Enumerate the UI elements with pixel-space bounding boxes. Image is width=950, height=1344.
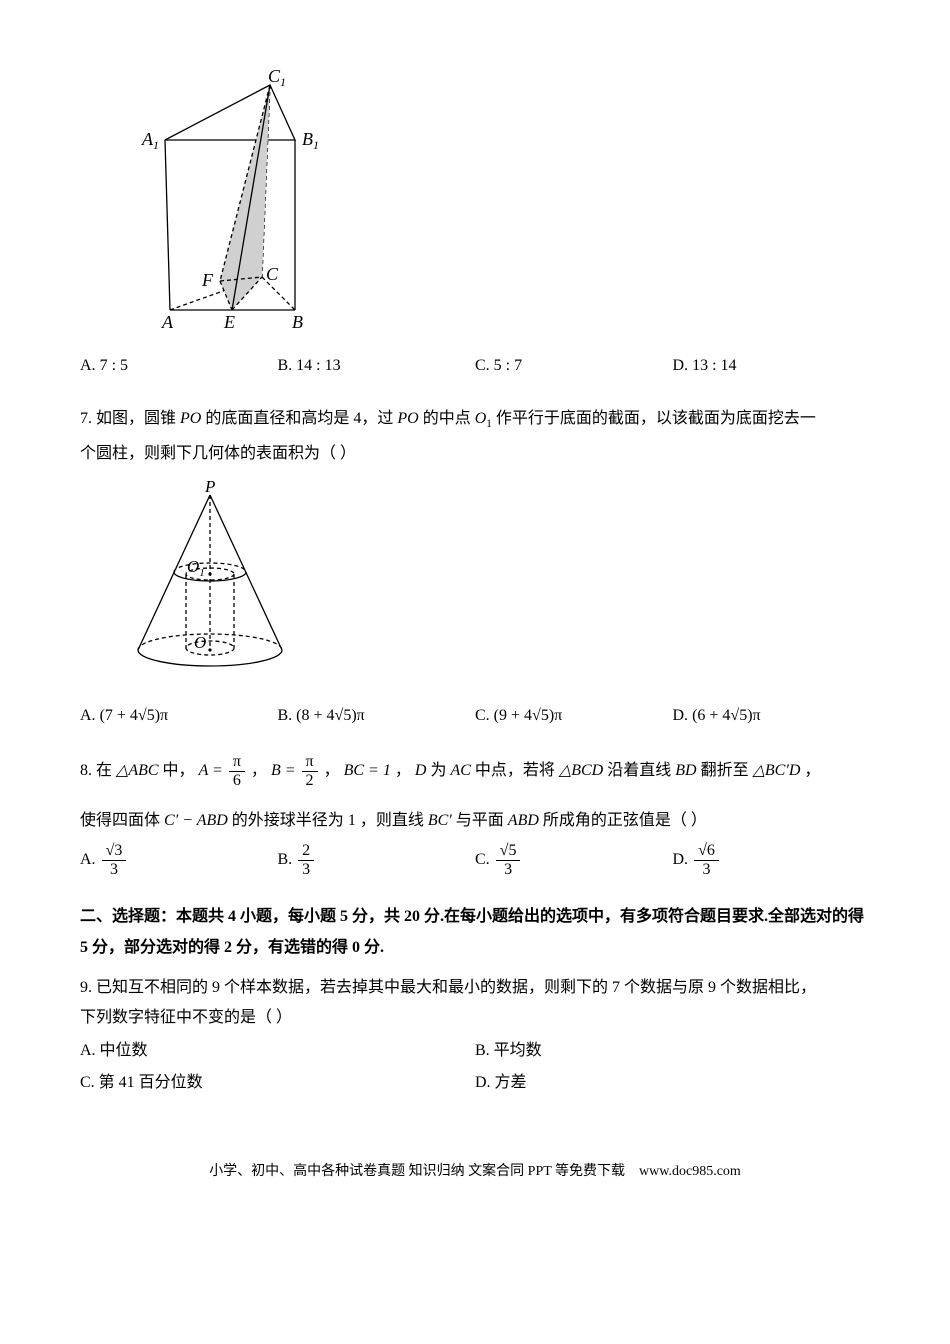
svg-text:E: E [223, 312, 235, 330]
svg-text:O: O [194, 633, 206, 652]
q9-line2: 下列数字特征中不变的是（ ） [80, 1003, 870, 1033]
q9-opt-b: B. 平均数 [475, 1036, 870, 1066]
q7-text: 7. 如图，圆锥 PO 的底面直径和高均是 4，过 PO 的中点 O1 作平行于… [80, 404, 870, 435]
q9-opt-d: D. 方差 [475, 1068, 870, 1098]
svg-text:B1: B1 [302, 129, 319, 152]
prism-diagram: C1 A1 B1 A E B F C [120, 70, 870, 341]
section-2-title: 二、选择题：本题共 4 小题，每小题 5 分，共 20 分.在每小题给出的选项中… [80, 902, 870, 963]
q8-text: 8. 在 △ABC 中， A = π6 ， B = π2 ， BC = 1 ， … [80, 753, 870, 789]
q6-opt-a: 7 : 5 [100, 357, 128, 374]
q6-options: A. 7 : 5 B. 14 : 13 C. 5 : 7 D. 13 : 14 [80, 351, 870, 381]
q9-options-row2: C. 第 41 百分位数 D. 方差 [80, 1068, 870, 1098]
q6-opt-d: 13 : 14 [692, 357, 736, 374]
svg-text:F: F [201, 270, 214, 290]
q6-opt-c: 5 : 7 [494, 357, 522, 374]
q9-opt-a: A. 中位数 [80, 1036, 475, 1066]
opt-label: D. [673, 357, 689, 374]
opt-label: A. [80, 357, 96, 374]
opt-label: B. [278, 357, 293, 374]
svg-text:O1: O1 [187, 557, 205, 579]
q8-text2: 使得四面体 C′ − ABD 的外接球半径为 1 ，则直线 BC′ 与平面 AB… [80, 806, 870, 836]
q9-opt-c: C. 第 41 百分位数 [80, 1068, 475, 1098]
cone-diagram: P O1 O [120, 480, 870, 691]
svg-text:C: C [266, 264, 279, 284]
page-footer: 小学、初中、高中各种试卷真题 知识归纳 文案合同 PPT 等免费下载 www.d… [80, 1159, 870, 1186]
q6-opt-b: 14 : 13 [296, 357, 340, 374]
svg-text:B: B [292, 312, 303, 330]
q9-options-row1: A. 中位数 B. 平均数 [80, 1036, 870, 1066]
svg-text:P: P [204, 480, 215, 496]
opt-label: C. [475, 357, 490, 374]
q8-options: A. √33 B. 23 C. √53 D. √63 [80, 842, 870, 878]
q7-text2: 个圆柱，则剩下几何体的表面积为（ ） [80, 439, 870, 469]
q9-line1: 9. 已知互不相同的 9 个样本数据，若去掉其中最大和最小的数据，则剩下的 7 … [80, 973, 870, 1003]
svg-text:A1: A1 [141, 129, 159, 152]
svg-text:A: A [161, 312, 174, 330]
q7-options: A. (7 + 4√5)π B. (8 + 4√5)π C. (9 + 4√5)… [80, 701, 870, 731]
